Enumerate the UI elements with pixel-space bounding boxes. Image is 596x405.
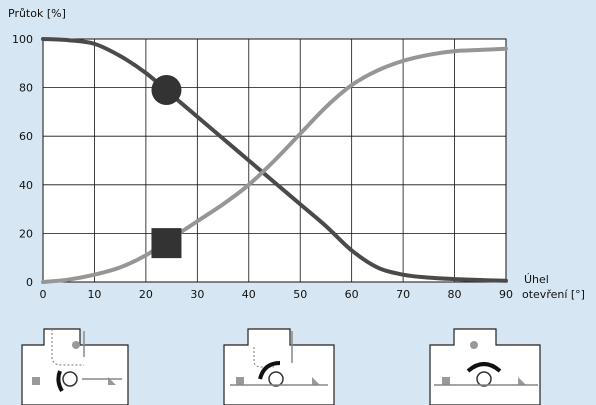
x-tick-label: 20 [139, 288, 153, 301]
y-axis-label: Průtok [%] [8, 7, 66, 20]
valve-diagram-left [21, 328, 129, 405]
x-tick-label: 70 [396, 288, 410, 301]
series-marker-square [151, 228, 182, 259]
x-tick-label: 50 [293, 288, 307, 301]
series-marker-circle [151, 75, 182, 106]
valve-diagram-middle [223, 328, 335, 405]
y-tick-label: 40 [19, 179, 33, 192]
y-tick-label: 0 [26, 276, 33, 289]
y-tick-label: 100 [12, 33, 33, 46]
y-tick-label: 60 [19, 130, 33, 143]
x-tick-label: 60 [345, 288, 359, 301]
y-tick-labels: 0 20 40 60 80 100 [12, 33, 33, 289]
series-line-0 [41, 37, 508, 283]
x-tick-label: 10 [87, 288, 101, 301]
x-tick-label: 40 [242, 288, 256, 301]
x-tick-label: 90 [499, 288, 513, 301]
y-tick-label: 20 [19, 227, 33, 240]
x-axis-label-line1: Úhel [524, 273, 549, 286]
x-tick-labels: 0 10 20 30 40 50 60 70 80 90 [40, 288, 514, 301]
series-lines [41, 37, 508, 284]
y-tick-label: 80 [19, 82, 33, 95]
x-tick-label: 80 [448, 288, 462, 301]
valve-diagram-right [429, 328, 541, 405]
x-tick-label: 30 [190, 288, 204, 301]
x-tick-label: 0 [40, 288, 47, 301]
series-line-1 [41, 46, 508, 284]
series-markers [151, 75, 182, 259]
x-axis-label-line2: otevření [°] [522, 288, 585, 301]
